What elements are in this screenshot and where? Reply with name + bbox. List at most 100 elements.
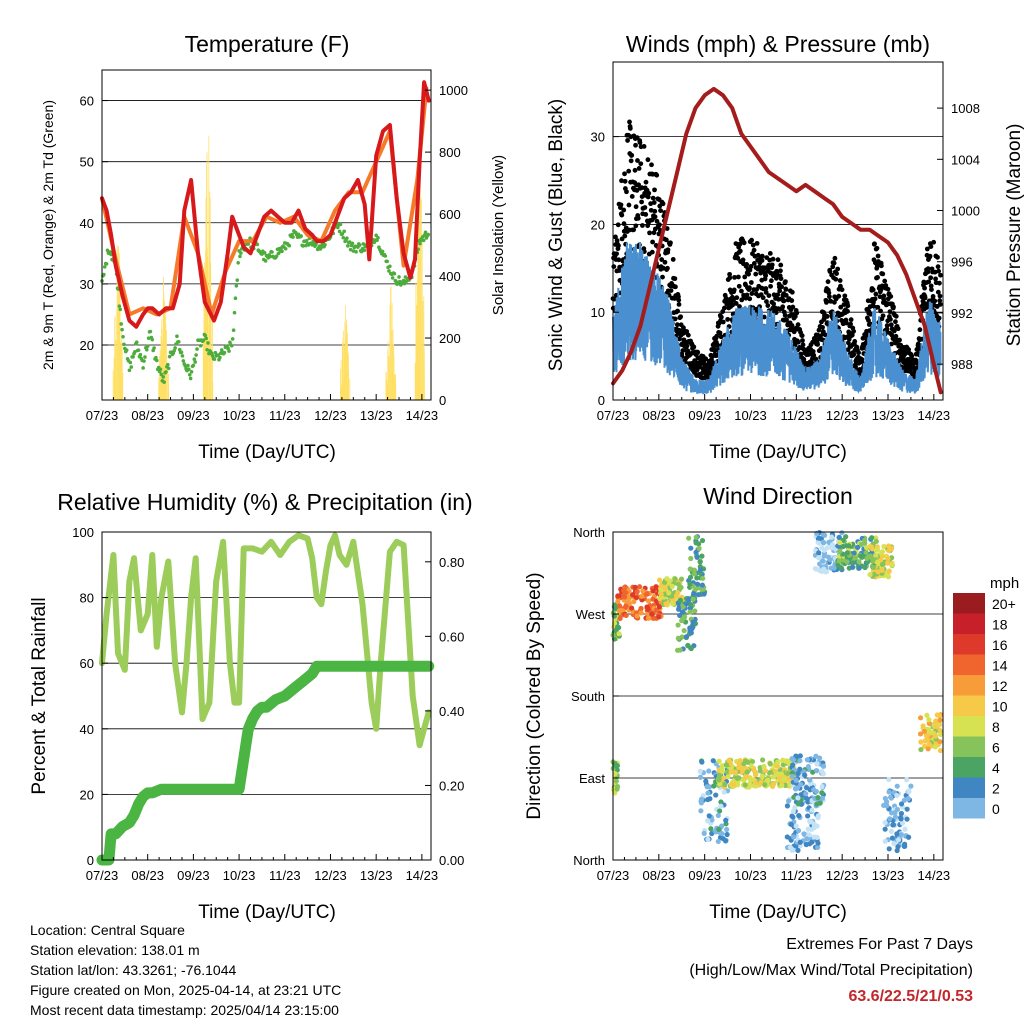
pressure-ytick-label: 1004 (951, 152, 980, 167)
dewpoint-point (173, 346, 177, 350)
direction-point (805, 813, 811, 819)
dewpoint-point (192, 357, 197, 361)
dewpoint-point (401, 278, 406, 283)
direction-point (626, 596, 632, 602)
gust-point (811, 336, 817, 341)
gust-point (652, 208, 658, 214)
legend-label: 20+ (992, 596, 1016, 612)
dewpoint-point (154, 355, 158, 360)
gust-point (926, 279, 932, 285)
direction-point (612, 602, 618, 608)
direction-point (932, 724, 938, 730)
direction-point (658, 587, 664, 594)
gust-point (658, 208, 663, 214)
dewpoint-point (124, 348, 129, 352)
gust-point (727, 275, 733, 281)
dewpoint-point (230, 337, 235, 341)
direction-point (748, 763, 754, 769)
precip-ytick-label: 0.00 (439, 853, 464, 868)
humidity-ytick-label: 80 (80, 591, 94, 606)
humidity-ylabel: Percent & Total Rainfall (29, 597, 50, 794)
dewpoint-point (158, 367, 163, 372)
direction-point (820, 763, 827, 769)
gust-point (820, 324, 825, 330)
gust-point (915, 341, 921, 347)
direction-point (687, 609, 693, 615)
gust-point (727, 271, 732, 277)
direction-point (850, 560, 856, 566)
dewpoint-point (175, 334, 179, 339)
direction-point (693, 586, 699, 592)
location-text: Location: Central Square (30, 922, 185, 938)
winds-xlabel: Time (Day/UTC) (709, 442, 847, 463)
gust-point (932, 298, 938, 304)
gust-point (654, 172, 660, 178)
dewpoint-point (179, 350, 184, 355)
direction-point (884, 799, 890, 805)
dewpoint-point (128, 360, 133, 365)
direction-point (657, 595, 663, 602)
direction-point (791, 834, 797, 840)
direction-point (674, 647, 681, 653)
dewpoint-point (201, 338, 206, 343)
gust-point (640, 223, 645, 228)
gust-point (751, 261, 757, 266)
direction-point (816, 550, 822, 556)
direction-point (868, 544, 875, 550)
dewpoint-point (248, 236, 252, 240)
direction-point (614, 783, 621, 790)
gust-point (880, 271, 886, 277)
humidity-ticks: 0 20 40 60 80 100 0.00 0.20 0.40 0.60 0.80 07/23 08/… (72, 525, 464, 883)
gust-point (746, 271, 751, 277)
gust-point (775, 257, 781, 263)
gust-point (826, 290, 832, 296)
direction-point (782, 782, 788, 788)
humidity-xtick-label: 11/23 (269, 868, 301, 883)
direction-plot-area (610, 530, 944, 854)
dewpoint-point (323, 242, 327, 247)
direction-point (791, 794, 797, 800)
direction-point (676, 606, 682, 612)
direction-point (925, 746, 931, 752)
dewpoint-point (357, 243, 362, 247)
dewpoint-point (206, 341, 210, 345)
dewpoint-point (426, 232, 431, 237)
gust-point (830, 264, 836, 270)
direction-point (688, 555, 694, 562)
direction-point (774, 772, 780, 778)
gust-point (839, 287, 845, 293)
direction-point (870, 564, 877, 571)
direction-point (836, 534, 842, 541)
direction-point (837, 540, 843, 546)
gust-point (720, 319, 726, 325)
direction-point (882, 819, 888, 826)
winds-xtick-label: 08/23 (643, 408, 676, 423)
gust-point (775, 292, 781, 298)
direction-point (767, 761, 773, 767)
direction-point (918, 746, 924, 753)
dewpoint-point (229, 343, 234, 348)
direction-point (675, 590, 681, 596)
extremes-heading: Extremes For Past 7 Days (786, 936, 973, 953)
dewpoint-point (177, 347, 182, 352)
direction-point (920, 723, 926, 729)
direction-point (687, 601, 694, 607)
direction-point (894, 831, 900, 837)
direction-point (898, 832, 904, 838)
temperature-solar-ytick-label: 600 (439, 207, 461, 222)
gust-point (760, 295, 766, 301)
gust-point (763, 273, 769, 279)
wind-line (612, 241, 942, 395)
gust-point (649, 162, 654, 168)
direction-point (819, 568, 825, 575)
gust-point (639, 199, 644, 205)
direction-point (699, 582, 705, 588)
direction-point (899, 820, 906, 826)
direction-xtick-label: 11/23 (781, 868, 813, 883)
direction-point (697, 567, 703, 573)
direction-point (687, 574, 694, 580)
winds-ylabel: Sonic Wind & Gust (Blue, Black) (546, 99, 567, 371)
gust-point (736, 274, 741, 280)
gust-point (625, 138, 630, 143)
direction-point (888, 810, 895, 816)
